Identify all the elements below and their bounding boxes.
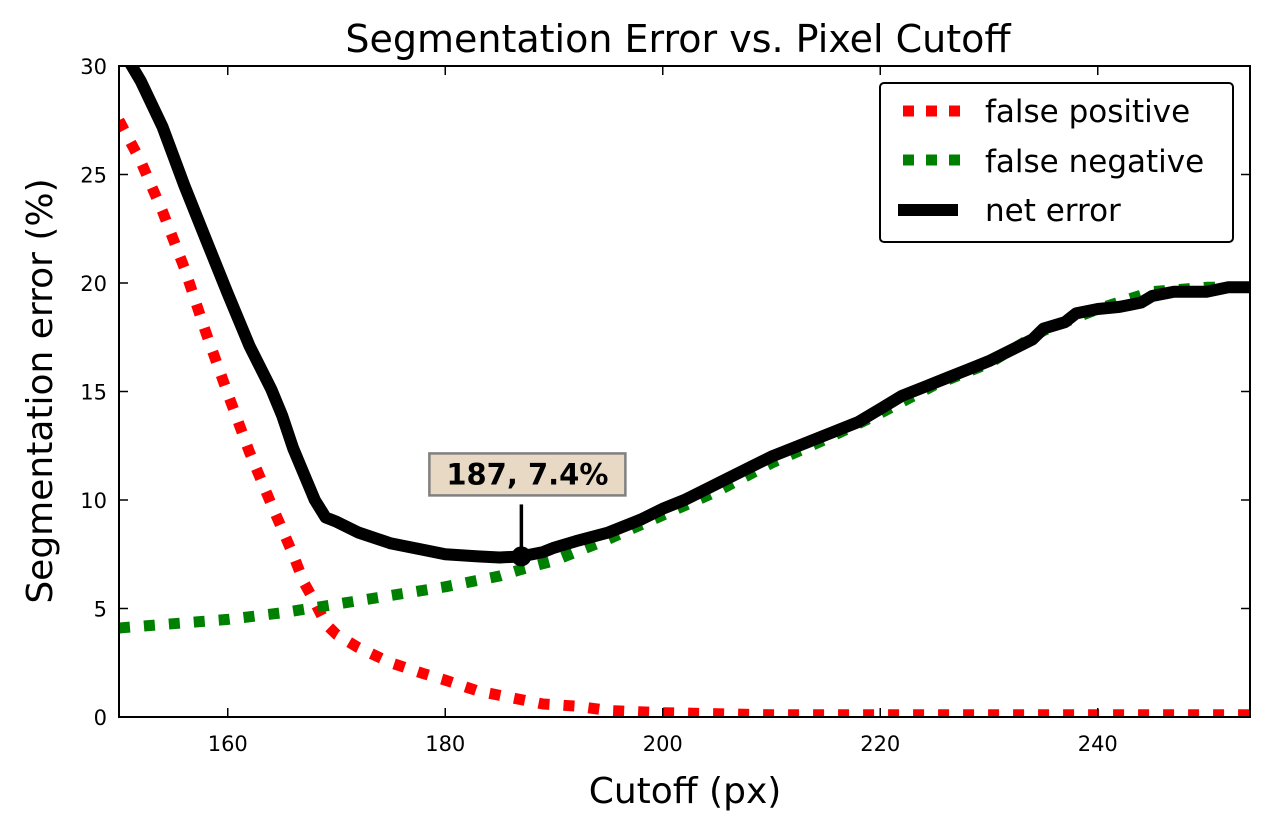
y-tick-label-5: 5 [94,598,107,622]
annotation-box [428,452,627,497]
y-tick-label-15: 15 [80,381,107,405]
y-tick-label-20: 20 [80,272,107,296]
legend-label-false-negative: false negative [985,144,1204,180]
legend-label-net-error: net error [985,193,1121,229]
y-tick-label-10: 10 [80,489,107,513]
series-layer [119,66,1250,717]
annotation-point [511,546,532,567]
x-tick-label-240: 240 [1078,732,1118,756]
chart-title: Segmentation Error vs. Pixel Cutoff [345,17,1011,61]
x-tick-label-220: 220 [860,732,900,756]
y-tick-label-25: 25 [80,164,107,188]
y-axis-label: Segmentation error (%) [20,178,61,603]
legend: false positive false negative net error [879,82,1234,243]
y-tick-label-30: 30 [80,55,107,79]
legend-frame [879,82,1234,243]
annotation-label: 187, 7.4% [446,457,608,491]
annotation-layer: 187, 7.4% [428,452,627,567]
series-line-net-error [124,66,1250,564]
x-axis-label: Cutoff (px) [589,771,782,812]
x-tick-label-180: 180 [425,732,465,756]
y-tick-label-0: 0 [94,706,107,730]
x-tick-label-160: 160 [208,732,248,756]
x-tick-label-200: 200 [643,732,683,756]
legend-label-false-positive: false positive [985,94,1190,130]
ticks-layer: 160 180 200 220 240 0 5 10 15 20 25 30 [80,55,1250,756]
